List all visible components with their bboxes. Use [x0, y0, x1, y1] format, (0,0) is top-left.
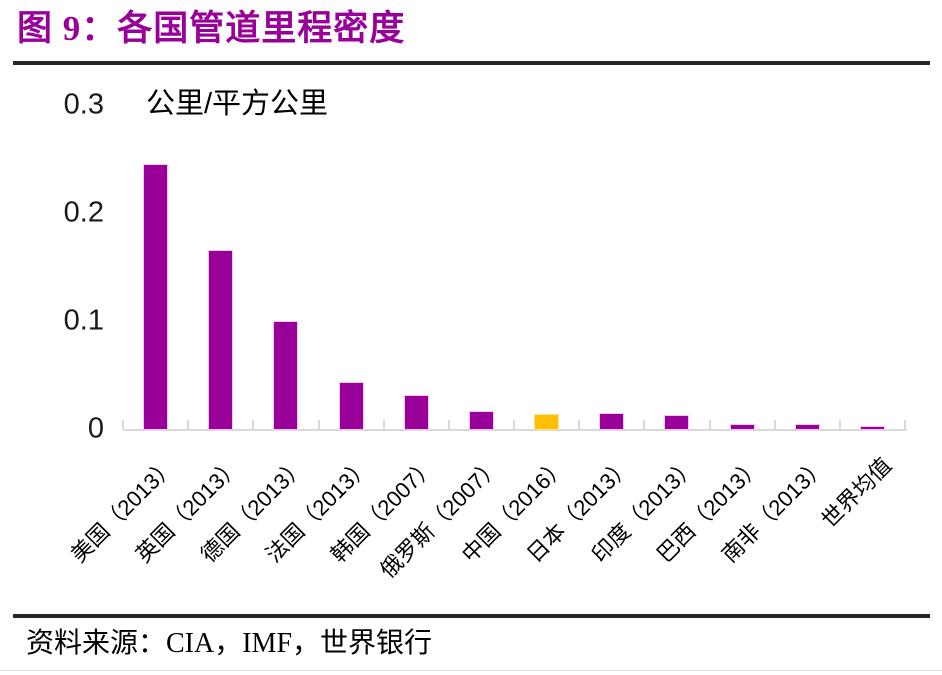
page-bottom-hairline [0, 670, 942, 671]
bar [859, 426, 885, 430]
x-axis-tick [708, 420, 711, 429]
bar [794, 424, 820, 430]
footer-divider [13, 614, 930, 618]
x-axis-tick [838, 420, 841, 429]
x-axis-tick [187, 420, 190, 429]
bar [143, 164, 169, 430]
source-note: 资料来源：CIA，IMF，世界银行 [26, 628, 433, 659]
x-axis-tick [773, 420, 776, 429]
header-divider [13, 61, 930, 65]
y-tick-label: 0.3 [63, 88, 104, 121]
x-axis-tick [382, 420, 385, 429]
x-axis-tick [122, 420, 124, 429]
x-axis-tick [643, 420, 646, 429]
bar [403, 395, 429, 430]
bar [338, 382, 364, 430]
x-axis-line [123, 429, 907, 431]
bar [273, 321, 299, 430]
y-tick-label: 0.2 [63, 196, 104, 229]
bar [599, 413, 625, 430]
y-axis-unit-label: 公里/平方公里 [146, 88, 329, 120]
x-axis-tick [317, 420, 320, 429]
bar [534, 414, 560, 430]
x-axis-tick [447, 420, 450, 429]
x-axis-tick [578, 420, 581, 429]
bar [664, 415, 690, 430]
x-axis-tick [513, 420, 515, 429]
x-axis-tick [252, 420, 255, 429]
y-tick-label: 0 [87, 412, 104, 445]
x-axis-label: 世界均值 [816, 452, 897, 533]
bar [468, 411, 494, 430]
bar [729, 424, 755, 430]
y-tick-label: 0.1 [63, 304, 104, 337]
figure-title: 图 9：各国管道里程密度 [17, 9, 406, 48]
x-axis-tick [904, 420, 906, 429]
bar [208, 250, 234, 430]
